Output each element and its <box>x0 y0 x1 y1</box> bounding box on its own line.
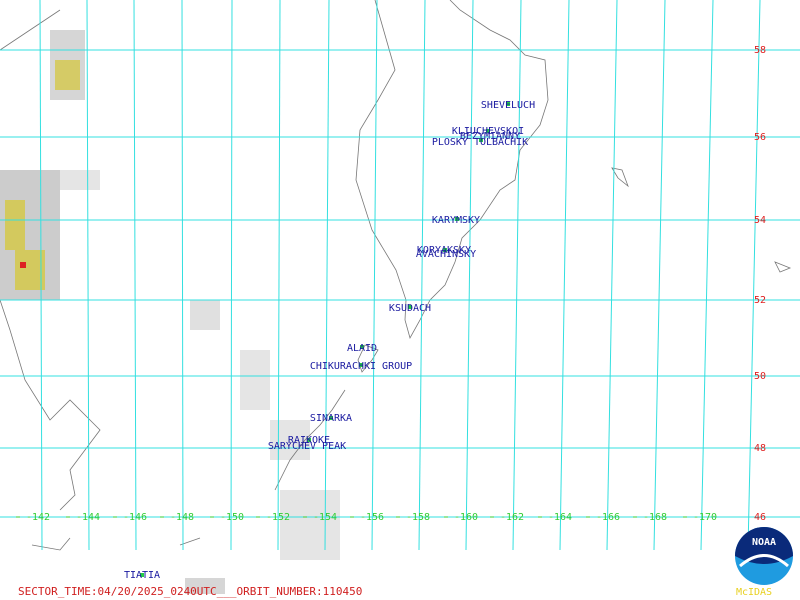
cloud-cover <box>0 30 340 594</box>
volcano-label: SHEVELUCH <box>481 100 535 111</box>
volcano-label: TIATIA <box>124 570 160 581</box>
latitude-label: 48 <box>754 443 766 454</box>
volcano-label: RAIKOKE <box>288 435 330 446</box>
volcano-label: AVACHINSKY <box>416 249 476 260</box>
volcano-markers <box>140 102 510 577</box>
longitude-label: -160 <box>454 512 478 523</box>
latitude-label: 50 <box>754 371 766 382</box>
volcano-label: KORYAKSKY <box>417 245 471 256</box>
longitude-label: -170 <box>693 512 717 523</box>
logo-name: NOAA <box>752 537 776 548</box>
longitude-label: -144 <box>76 512 100 523</box>
longitude-label: -154 <box>313 512 337 523</box>
volcano-label: CHIKURACHKI GROUP <box>310 361 412 372</box>
longitude-label: -156 <box>360 512 384 523</box>
longitude-label: -158 <box>406 512 430 523</box>
longitude-label: -146 <box>123 512 147 523</box>
volcano-label: KARYMSKY <box>432 215 480 226</box>
grid <box>0 0 800 551</box>
volcano-labels: SHEVELUCH KLIUCHEVSKOI BEZYMIANNY PLOSKY… <box>124 100 535 581</box>
longitude-label: -148 <box>170 512 194 523</box>
volcano-label: SARYCHEV PEAK <box>268 441 346 452</box>
longitude-labels: -142 -144 -146 -148 -150 -152 -154 -156 -158 -160… <box>16 512 717 523</box>
latitude-label: 58 <box>754 45 766 56</box>
longitude-label: -142 <box>26 512 50 523</box>
volcano-label: PLOSKY TOLBACHIK <box>432 137 528 148</box>
volcano-label: KLIUCHEVSKOI <box>452 126 524 137</box>
longitude-label: -168 <box>643 512 667 523</box>
latitude-labels: 58 56 54 52 50 48 46 <box>754 45 766 523</box>
volcano-label: SINARKA <box>310 413 352 424</box>
latitude-label: 52 <box>754 295 766 306</box>
longitude-label: -150 <box>220 512 244 523</box>
sector-footer: SECTOR_TIME:04/20/2025_0240UTC___ORBIT_N… <box>18 585 362 598</box>
coastlines <box>0 0 792 551</box>
volcano-label: ALAID <box>347 343 377 354</box>
latitude-label: 46 <box>754 512 766 523</box>
longitude-label: -164 <box>548 512 572 523</box>
volcano-label: BEZYMIANNY <box>460 131 520 142</box>
longitude-label: -162 <box>500 512 524 523</box>
logo-software: McIDAS <box>736 587 772 598</box>
noaa-logo: NOAA McIDAS <box>735 527 793 598</box>
longitude-label: -152 <box>266 512 290 523</box>
latitude-label: 54 <box>754 215 766 226</box>
latitude-label: 56 <box>754 132 766 143</box>
longitude-label: -166 <box>596 512 620 523</box>
volcano-label: KSUDACH <box>389 303 431 314</box>
